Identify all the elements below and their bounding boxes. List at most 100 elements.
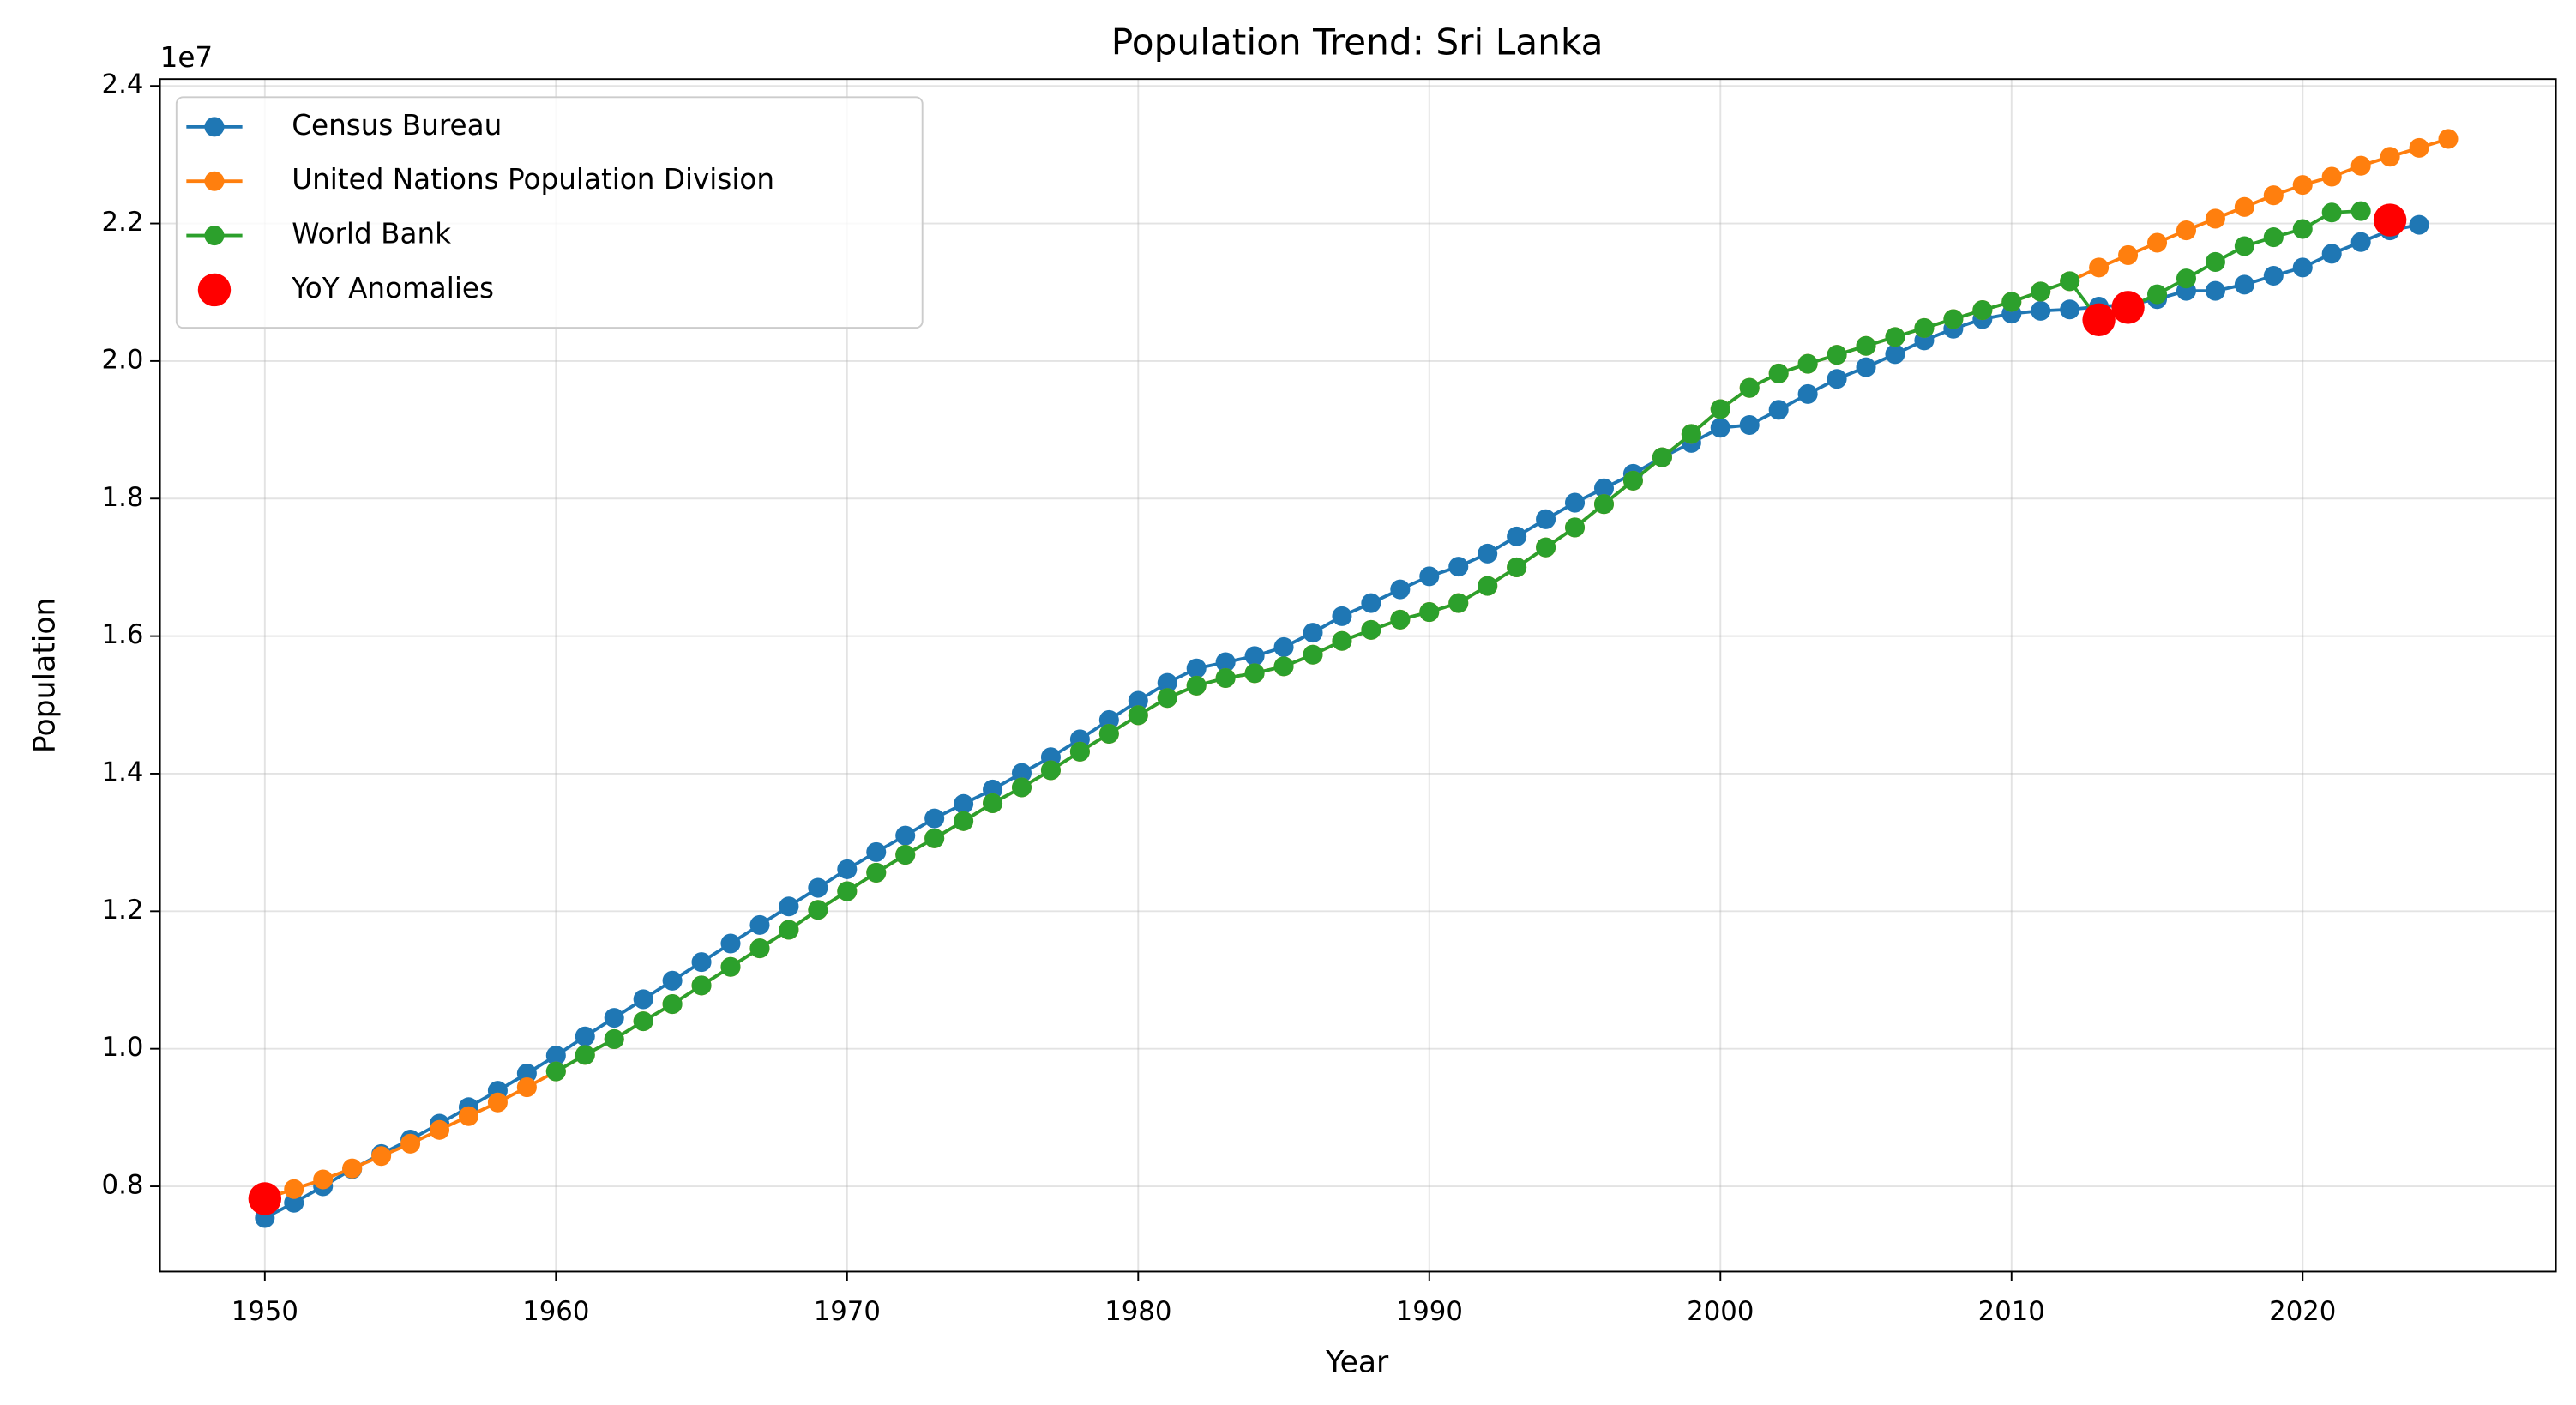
point [779, 920, 799, 940]
point [545, 1061, 566, 1082]
point [1011, 763, 1032, 783]
point [1507, 526, 1527, 546]
x-tick-label: 2000 [1687, 1296, 1754, 1327]
point [1040, 760, 1061, 781]
y-tick-label: 0.8 [102, 1170, 144, 1201]
point [924, 828, 945, 848]
point [1856, 335, 1876, 356]
point [1652, 447, 1672, 467]
x-tick-label: 1970 [814, 1296, 881, 1327]
point [2089, 257, 2110, 278]
point [2409, 137, 2429, 158]
y-tick-label: 1.0 [102, 1032, 144, 1063]
point [1478, 576, 1498, 596]
point [1797, 353, 1818, 374]
point [2292, 175, 2313, 196]
point [1128, 690, 1148, 711]
point [633, 1011, 653, 1032]
point [1885, 344, 1905, 365]
point [2263, 227, 2284, 248]
anomaly-point [2082, 303, 2116, 336]
point [866, 841, 887, 862]
point [2350, 232, 2371, 252]
point [1827, 345, 1847, 365]
legend-box [175, 96, 924, 329]
point [691, 952, 712, 973]
point [2031, 300, 2051, 321]
point [1448, 593, 1469, 613]
x-tick-label: 1990 [1396, 1296, 1463, 1327]
x-tick-label: 2020 [2269, 1296, 2336, 1327]
point [1098, 723, 1119, 744]
point [2350, 155, 2371, 176]
point [866, 862, 887, 883]
point [895, 825, 916, 846]
point [313, 1169, 334, 1190]
point [545, 1046, 566, 1066]
point [1361, 593, 1381, 613]
point [2409, 214, 2429, 235]
point [516, 1064, 537, 1084]
point [954, 793, 974, 814]
point [458, 1106, 478, 1126]
point [1390, 579, 1411, 600]
legend: Census Bureau United Nations Population D… [175, 96, 924, 329]
legend-marker [204, 117, 225, 137]
point [1710, 399, 1730, 419]
point [1128, 705, 1148, 726]
point [284, 1192, 304, 1213]
point [2205, 251, 2225, 272]
point [1303, 623, 1323, 643]
point [1215, 668, 1236, 689]
point [1273, 636, 1294, 657]
legend-marker [204, 226, 225, 246]
point [691, 975, 712, 996]
y-tick-label: 1.8 [102, 482, 144, 513]
point [924, 808, 945, 829]
point [516, 1077, 537, 1098]
point [429, 1119, 450, 1140]
point [2176, 268, 2196, 289]
point [1797, 383, 1818, 404]
point [1244, 646, 1265, 666]
point [2263, 185, 2284, 206]
point [2060, 271, 2080, 292]
point [2118, 244, 2139, 265]
point [2146, 232, 2168, 253]
point [1186, 675, 1207, 696]
point [1273, 656, 1294, 677]
y-tick-label: 2.4 [102, 69, 144, 100]
point [1507, 557, 1527, 577]
point [1739, 414, 1760, 435]
x-tick-label: 2010 [1978, 1296, 2045, 1327]
point [1827, 369, 1847, 389]
legend-label: World Bank [292, 218, 451, 250]
point [1157, 688, 1177, 709]
y-offset-label: 1e7 [160, 41, 214, 74]
point [1972, 300, 1993, 321]
point [2234, 274, 2254, 295]
point [1565, 492, 1586, 513]
point [1419, 602, 1440, 623]
anomaly-point [2111, 291, 2145, 324]
point [1710, 418, 1730, 438]
chart-title: Population Trend: Sri Lanka [1111, 21, 1604, 63]
point [954, 811, 974, 831]
point [749, 914, 770, 935]
point [575, 1045, 595, 1065]
point [1448, 557, 1469, 577]
point [604, 1028, 624, 1049]
y-tick-label: 1.2 [102, 895, 144, 926]
y-tick-label: 1.4 [102, 757, 144, 787]
point [2263, 265, 2284, 286]
point [2031, 281, 2051, 302]
point [1593, 494, 1615, 515]
point [808, 900, 828, 920]
y-tick-label: 2.0 [102, 344, 144, 375]
point [604, 1008, 624, 1028]
point [2292, 219, 2313, 239]
point [2438, 129, 2459, 149]
plot-frame [159, 78, 2557, 1273]
